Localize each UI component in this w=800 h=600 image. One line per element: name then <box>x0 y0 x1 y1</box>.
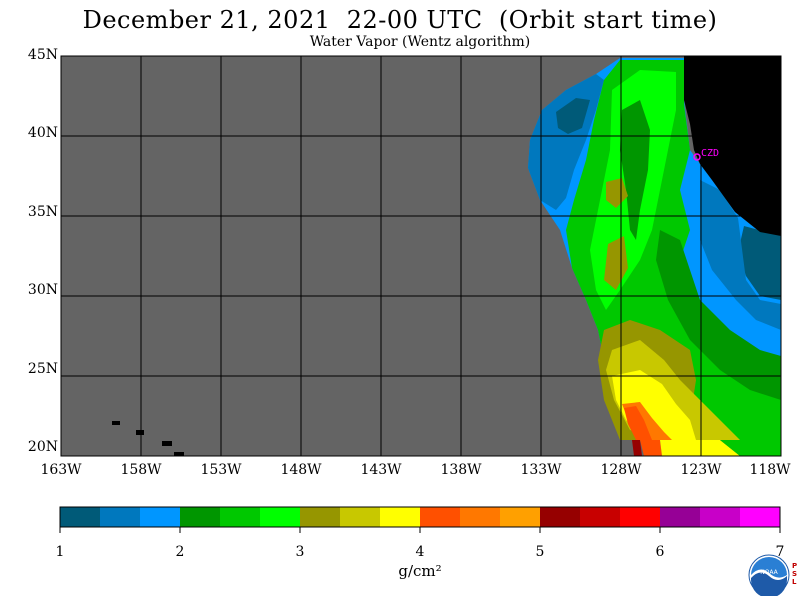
colorbar-swatch <box>220 507 261 527</box>
vapor-region-darkest-blue-west <box>556 98 590 134</box>
water-vapor-field-layer <box>528 58 781 456</box>
colorbar-tick-label: 4 <box>415 544 425 560</box>
colorbar-units: g/cm² <box>398 562 442 580</box>
colorbar-swatch <box>740 507 781 527</box>
page-title: December 21, 2021 22-00 UTC (Orbit start… <box>82 6 718 34</box>
longitude-label: 148W <box>280 462 322 478</box>
vapor-region-yellow-edge <box>660 440 740 456</box>
longitude-label: 158W <box>120 462 162 478</box>
latitude-label: 45N <box>27 47 58 63</box>
longitude-label: 123W <box>680 462 722 478</box>
latitude-label: 20N <box>27 439 58 455</box>
map-frame <box>60 55 782 457</box>
colorbar-tick-label: 3 <box>295 544 305 560</box>
colorbar-swatch <box>540 507 581 527</box>
colorbar-swatch <box>340 507 381 527</box>
land-north-america <box>684 56 781 236</box>
vapor-region-dark-blue-east-2 <box>700 180 781 330</box>
colorbar-tick-label: 6 <box>655 544 665 560</box>
colorbar-tick-label: 2 <box>175 544 185 560</box>
island-oahu <box>136 430 144 435</box>
island-maui <box>162 441 172 446</box>
colorbar-swatch <box>660 507 701 527</box>
colorbar-swatch <box>500 507 541 527</box>
colorbar-swatch <box>140 507 181 527</box>
colorbar-swatch <box>60 507 101 527</box>
vapor-region-orange-edge <box>640 440 662 456</box>
psl-logo-text: PSL <box>792 562 798 586</box>
latitude-label: 40N <box>27 125 58 142</box>
vapor-region-red-orange <box>624 406 652 440</box>
map-gridlines <box>61 56 781 456</box>
longitude-label: 133W <box>520 462 562 478</box>
hawaiian-islands <box>112 421 184 456</box>
colorbar-swatch <box>100 507 141 527</box>
colorbar-swatch <box>380 507 421 527</box>
colorbar-swatch <box>620 507 661 527</box>
longitude-label: 128W <box>600 462 642 478</box>
island-hawaii <box>174 452 184 456</box>
latitude-label: 35N <box>27 203 58 220</box>
station-marker-czd: CZD <box>693 148 719 161</box>
longitude-label: 143W <box>360 462 402 478</box>
colorbar-swatch <box>300 507 341 527</box>
colorbar-swatch <box>460 507 501 527</box>
longitude-label: 163W <box>40 462 82 478</box>
vapor-region-olive-north <box>606 178 628 208</box>
longitude-label: 118W <box>749 462 791 478</box>
latitude-label: 25N <box>27 360 58 377</box>
colorbar-tick-label: 7 <box>775 544 785 560</box>
page-subtitle: Water Vapor (Wentz algorithm) <box>309 34 531 50</box>
vapor-region-dark-red <box>632 440 642 456</box>
colorbar-swatch <box>420 507 461 527</box>
vapor-region-dark-green-2 <box>656 230 781 400</box>
svg-text:NOAA: NOAA <box>760 569 778 576</box>
longitude-label: 138W <box>440 462 482 478</box>
latitude-label: 30N <box>27 282 58 299</box>
station-marker-icon <box>693 153 701 161</box>
noaa-logo-icon: NOAA <box>748 554 790 596</box>
vapor-region-dark-green <box>620 100 650 240</box>
colorbar <box>59 506 781 533</box>
colorbar-swatch <box>700 507 741 527</box>
island-kauai <box>112 421 120 425</box>
vapor-region-green-edge <box>720 440 781 456</box>
station-label: CZD <box>701 148 719 159</box>
vapor-region-olive-mid <box>604 236 628 290</box>
colorbar-swatch <box>580 507 621 527</box>
colorbar-swatch <box>180 507 221 527</box>
longitude-label: 153W <box>200 462 242 478</box>
vapor-region-dark-blue-east <box>738 226 781 300</box>
colorbar-tick-label: 1 <box>55 544 65 560</box>
colorbar-tick-label: 5 <box>535 544 545 560</box>
colorbar-swatch <box>260 507 301 527</box>
